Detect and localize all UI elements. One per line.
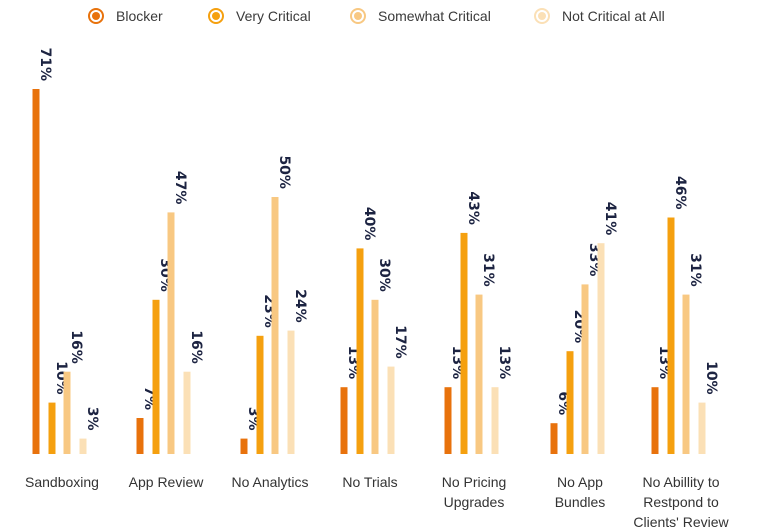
- bar: [356, 248, 364, 454]
- bar: [460, 232, 468, 454]
- category-label: No Trials: [342, 474, 397, 490]
- bar: [491, 387, 499, 454]
- bar: [63, 371, 71, 454]
- bar: [682, 294, 690, 454]
- data-label: 16%: [188, 330, 204, 364]
- bar: [240, 438, 248, 454]
- bar: [444, 387, 452, 454]
- legend-swatch-icon: [534, 8, 550, 24]
- bar: [371, 299, 379, 454]
- legend-item-2: Somewhat Critical: [350, 4, 491, 28]
- category-label-line: No App: [557, 474, 603, 490]
- data-label: 43%: [465, 191, 481, 225]
- data-label: 50%: [276, 155, 292, 189]
- data-label: 3%: [84, 407, 100, 431]
- data-label: 13%: [496, 346, 512, 380]
- category-label-line: No Pricing: [442, 474, 507, 490]
- legend-item-3: Not Critical at All: [534, 4, 665, 28]
- category-label: No Pricing Upgrades: [442, 474, 507, 510]
- data-label: 31%: [687, 253, 703, 287]
- data-label: 41%: [602, 202, 618, 236]
- bar: [387, 366, 395, 454]
- category-label-line: Bundles: [555, 494, 606, 510]
- data-label: 16%: [68, 330, 84, 364]
- category-label: App Review: [129, 474, 205, 490]
- bar: [667, 217, 675, 454]
- category-label: No Abillity to Restpond to Clients' Review: [633, 474, 729, 530]
- data-label: 47%: [172, 171, 188, 205]
- data-label: 30%: [376, 258, 392, 292]
- category-label-line: Restpond to: [643, 494, 719, 510]
- legend-label: Blocker: [116, 8, 163, 24]
- bar: [152, 299, 160, 454]
- bar: [475, 294, 483, 454]
- category-label-line: Sandboxing: [25, 474, 99, 490]
- data-label: 24%: [292, 289, 308, 323]
- category-label: No Analytics: [231, 474, 308, 490]
- bar: [566, 351, 574, 454]
- bar: [256, 335, 264, 454]
- bar: [550, 423, 558, 454]
- data-label: 71%: [37, 47, 53, 81]
- legend-swatch-icon: [350, 8, 366, 24]
- category-label-line: No Abillity to: [642, 474, 719, 490]
- legend-item-1: Very Critical: [208, 4, 311, 28]
- category-label-line: No Analytics: [231, 474, 308, 490]
- category-label-line: No Trials: [342, 474, 397, 490]
- legend-swatch-icon: [88, 8, 104, 24]
- bar: [79, 438, 87, 454]
- bar: [287, 330, 295, 454]
- bar: [183, 371, 191, 454]
- data-label: 10%: [703, 361, 719, 395]
- bar: [340, 387, 348, 454]
- bar: [698, 402, 706, 454]
- bar: [581, 284, 589, 454]
- category-label-line: App Review: [129, 474, 205, 490]
- data-label: 17%: [392, 325, 408, 359]
- bar: [651, 387, 659, 454]
- legend-item-0: Blocker: [88, 4, 163, 28]
- category-label: Sandboxing: [25, 474, 99, 490]
- category-label-line: Clients' Review: [633, 514, 729, 530]
- bar: [597, 243, 605, 454]
- data-label: 40%: [361, 207, 377, 241]
- bar: [48, 402, 56, 454]
- data-label: 46%: [672, 176, 688, 210]
- legend-swatch-icon: [208, 8, 224, 24]
- bar: [271, 197, 279, 454]
- data-label: 31%: [480, 253, 496, 287]
- category-label: No App Bundles: [555, 474, 606, 510]
- legend-label: Somewhat Critical: [378, 8, 491, 24]
- legend-label: Very Critical: [236, 8, 311, 24]
- legend-label: Not Critical at All: [562, 8, 665, 24]
- bar: [32, 89, 40, 454]
- bar: [136, 418, 144, 454]
- category-label-line: Upgrades: [444, 494, 505, 510]
- bar: [167, 212, 175, 454]
